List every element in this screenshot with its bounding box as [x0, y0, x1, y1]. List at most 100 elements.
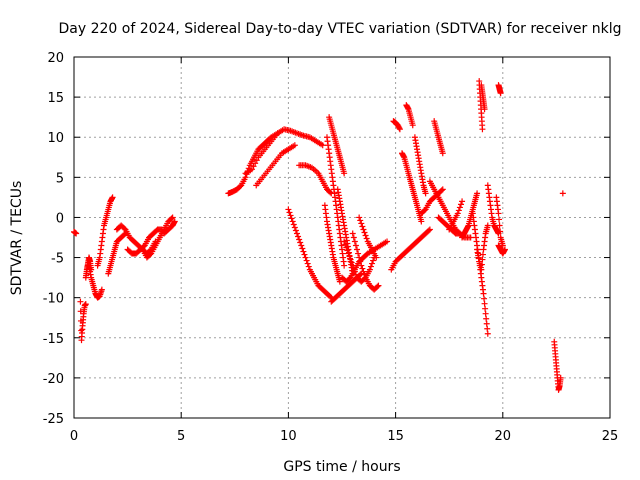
- series-arc-16: [328, 270, 365, 305]
- data-point-track: [367, 263, 374, 270]
- data-point: [349, 230, 356, 237]
- series-arc-08: [124, 226, 165, 257]
- data-point-track: [457, 201, 464, 208]
- data-point-track: [346, 253, 353, 260]
- series-arc-28: [411, 134, 429, 197]
- x-tick-label: 0: [70, 429, 78, 444]
- data-point-track: [481, 300, 488, 307]
- data-point-track: [359, 223, 366, 230]
- data-point-track: [300, 248, 307, 255]
- data-point-track: [297, 239, 304, 246]
- data-point: [439, 150, 446, 157]
- data-point: [497, 90, 504, 97]
- data-point: [77, 298, 84, 305]
- data-point: [422, 190, 429, 197]
- data-point: [302, 254, 309, 261]
- series-arc-18: [323, 134, 348, 269]
- data-point: [319, 142, 326, 149]
- series-arc-39: [478, 82, 488, 113]
- data-point-track: [355, 250, 362, 257]
- y-tick-label: -15: [43, 332, 64, 347]
- data-point: [467, 234, 474, 241]
- series-arc-12: [242, 126, 326, 177]
- data-point-track: [348, 259, 355, 266]
- series-arc-25: [388, 226, 433, 273]
- data-point-track: [327, 189, 334, 196]
- data-point: [484, 330, 491, 337]
- data-point-track: [352, 242, 359, 249]
- data-point: [73, 230, 80, 237]
- series-arc-06: [105, 230, 129, 277]
- x-tick-label: 10: [280, 429, 297, 444]
- series-arc-27: [403, 102, 416, 129]
- series-arc-10: [161, 218, 178, 237]
- data-point-track: [252, 160, 259, 167]
- data-point: [478, 266, 485, 273]
- data-point: [341, 170, 348, 177]
- data-point: [98, 286, 105, 293]
- series-arc-04: [86, 262, 105, 301]
- series-arc-43: [495, 242, 508, 257]
- series-arc-13: [253, 142, 298, 189]
- data-point: [375, 282, 382, 289]
- data-point-track: [438, 187, 445, 194]
- series-arc-42: [495, 82, 504, 97]
- y-tick-label: 20: [47, 51, 64, 66]
- data-point: [341, 238, 348, 245]
- data-point: [439, 186, 446, 193]
- series-arc-17: [321, 202, 343, 285]
- data-point: [426, 226, 433, 233]
- data-point-track: [327, 293, 334, 300]
- y-tick-label: 5: [56, 171, 64, 186]
- series-arc-02: [77, 298, 89, 344]
- y-tick-label: -10: [43, 292, 64, 307]
- data-point-track: [496, 216, 503, 223]
- data-point-track: [346, 275, 353, 282]
- data-point-track: [351, 238, 358, 245]
- data-point: [396, 126, 403, 133]
- data-point-track: [350, 234, 357, 241]
- data-points: [71, 78, 566, 393]
- data-point-track: [484, 325, 491, 332]
- data-point-track: [369, 260, 376, 267]
- data-point-track: [455, 207, 462, 214]
- data-point: [360, 226, 367, 233]
- series-arc-26: [390, 118, 403, 133]
- data-point: [479, 126, 486, 133]
- series-arc-44: [551, 338, 564, 393]
- data-point-track: [496, 222, 503, 229]
- x-axis-label: GPS time / hours: [283, 459, 400, 475]
- data-point: [482, 310, 489, 317]
- data-point-track: [482, 305, 489, 312]
- data-point-track: [121, 225, 128, 232]
- data-point: [459, 198, 466, 205]
- series-arc-15: [285, 206, 335, 301]
- data-point-track: [299, 245, 306, 252]
- x-tick-label: 25: [602, 429, 619, 444]
- data-point-track: [288, 215, 295, 222]
- data-point-track: [237, 183, 244, 190]
- data-point-track: [304, 260, 311, 267]
- data-point: [285, 206, 292, 213]
- data-point-track: [286, 209, 293, 216]
- data-point-track: [497, 228, 504, 235]
- chart-title: Day 220 of 2024, Sidereal Day-to-day VTE…: [59, 21, 622, 37]
- data-point: [373, 254, 380, 261]
- data-point: [289, 218, 296, 225]
- data-point-track: [374, 283, 381, 290]
- data-point: [484, 222, 491, 229]
- grid: [74, 57, 610, 418]
- data-point-track: [483, 320, 490, 327]
- data-point: [291, 142, 298, 149]
- data-point: [354, 246, 361, 253]
- data-point-track: [421, 207, 428, 214]
- y-tick-label: -5: [51, 252, 64, 267]
- data-point-track: [305, 263, 312, 270]
- data-point-track: [479, 256, 486, 263]
- data-point: [82, 301, 89, 308]
- data-point-track: [370, 257, 377, 264]
- series-arc-14: [296, 162, 335, 197]
- data-point-track: [362, 232, 369, 239]
- data-point-track: [147, 251, 154, 258]
